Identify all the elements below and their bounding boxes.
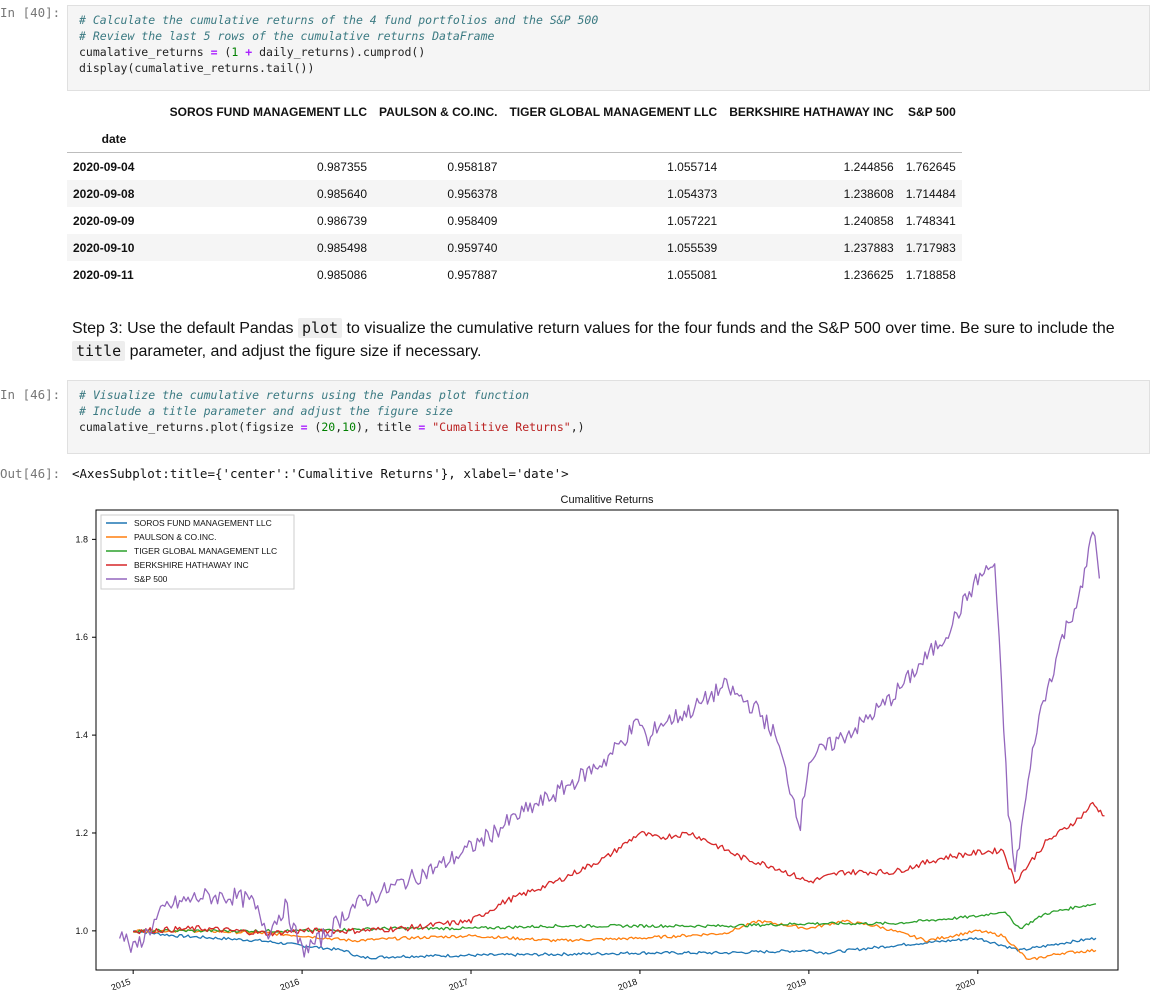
x-tick-label: 2018 <box>616 976 638 990</box>
table-cell: 1.236625 <box>843 267 894 282</box>
row-index-date: 2020-09-08 <box>73 186 135 201</box>
table-row: 2020-09-08 0.985640 0.956378 1.054373 1.2386… <box>67 180 962 207</box>
legend-box <box>100 514 295 590</box>
y-tick-label: 1.0 <box>75 926 88 936</box>
code-cell-40[interactable]: # Calculate the cumulative returns of th… <box>67 5 1150 91</box>
row-index-date: 2020-09-09 <box>73 213 135 228</box>
table-cell: 1.057221 <box>667 213 718 228</box>
table-cell: 0.985498 <box>316 240 367 255</box>
table-cell: 1.717983 <box>905 240 956 255</box>
output-prompt-46: Out[46]: <box>0 466 61 481</box>
cumulative-returns-table: SOROS FUND MANAGEMENT LLC PAULSON & CO.I… <box>67 98 962 288</box>
legend-label: BERKSHIRE HATHAWAY INC <box>134 560 249 570</box>
legend-label: SOROS FUND MANAGEMENT LLC <box>134 518 272 528</box>
table-cell: 0.958409 <box>447 213 498 228</box>
y-tick-label: 1.6 <box>75 632 88 642</box>
table-cell: 1.714484 <box>905 186 956 201</box>
x-tick-label: 2015 <box>110 976 132 990</box>
table-cell: 1.240858 <box>843 213 894 228</box>
table-cell: 1.244856 <box>843 159 894 174</box>
table-cell: 0.987355 <box>316 159 367 174</box>
table-row: 2020-09-10 0.985498 0.959740 1.055539 1.2378… <box>67 234 962 261</box>
legend-label: TIGER GLOBAL MANAGEMENT LLC <box>134 546 277 556</box>
x-tick-label: 2019 <box>785 976 807 990</box>
code-line: # Include a title parameter and adjust t… <box>79 404 453 418</box>
index-name-row: date <box>67 125 962 153</box>
table-row: 2020-09-11 0.985086 0.957887 1.055081 1.2366… <box>67 261 962 288</box>
table-cell: 0.959740 <box>447 240 498 255</box>
y-tick-label: 1.4 <box>75 730 88 740</box>
column-header: SOROS FUND MANAGEMENT LLC <box>169 104 367 119</box>
table-header-row: SOROS FUND MANAGEMENT LLC PAULSON & CO.I… <box>67 98 962 125</box>
series-line <box>133 930 1097 960</box>
table-cell: 0.985086 <box>316 267 367 282</box>
column-header: BERKSHIRE HATHAWAY INC <box>729 104 894 119</box>
table-cell: 1.718858 <box>905 267 956 282</box>
table-cell: 0.985640 <box>316 186 367 201</box>
table-cell: 0.957887 <box>447 267 498 282</box>
y-tick-label: 1.8 <box>75 534 88 544</box>
series-line <box>132 801 1105 937</box>
code-line: # Visualize the cumulative returns using… <box>79 388 530 402</box>
inline-code-title: title <box>72 341 126 361</box>
cumulative-returns-chart: Cumalitive Returns 1.0 1.2 1.4 1.6 1.8 2015 201… <box>75 494 1119 990</box>
x-tick-label: 2017 <box>447 976 469 990</box>
row-index-date: 2020-09-04 <box>73 159 135 174</box>
output-repr: <AxesSubplot:title={'center':'Cumalitive… <box>72 466 569 481</box>
code-line: # Review the last 5 rows of the cumulati… <box>79 29 495 43</box>
series-line <box>133 919 1097 961</box>
y-tick-label: 1.2 <box>75 828 88 838</box>
row-index-date: 2020-09-10 <box>73 240 135 255</box>
row-index-date: 2020-09-11 <box>73 267 134 282</box>
legend-label: PAULSON & CO.INC. <box>134 532 217 542</box>
code-line: cumalative_returns.plot(figsize = (20,10… <box>79 420 585 434</box>
table-cell: 1.237883 <box>843 240 894 255</box>
legend-label: S&P 500 <box>134 574 168 584</box>
table-cell: 0.956378 <box>447 186 498 201</box>
inline-code-plot: plot <box>297 318 343 338</box>
table-cell: 1.055714 <box>667 159 718 174</box>
input-prompt-46: In [46]: <box>0 387 61 402</box>
column-header: TIGER GLOBAL MANAGEMENT LLC <box>509 104 718 119</box>
input-prompt-40: In [40]: <box>0 5 61 20</box>
code-line: # Calculate the cumulative returns of th… <box>79 13 599 27</box>
index-name: date <box>67 125 161 153</box>
code-line: display(cumalative_returns.tail()) <box>79 61 315 75</box>
x-tick-label: 2020 <box>954 976 976 990</box>
chart-title: Cumalitive Returns <box>561 494 654 506</box>
plot-frame <box>95 509 1119 971</box>
column-header: S&P 500 <box>907 104 956 119</box>
table-cell: 0.958187 <box>447 159 498 174</box>
x-tick-label: 2016 <box>279 976 301 990</box>
code-cell-46[interactable]: # Visualize the cumulative returns using… <box>67 380 1150 454</box>
table-cell: 1.055539 <box>667 240 718 255</box>
table-row: 2020-09-04 0.987355 0.958187 1.055714 1.2448… <box>67 153 962 181</box>
column-header: PAULSON & CO.INC. <box>379 104 498 119</box>
step3-instructions: Step 3: Use the default Pandas plot to v… <box>72 318 1115 361</box>
table-cell: 1.748341 <box>905 213 956 228</box>
code-line: cumalative_returns = (1 + daily_returns)… <box>79 45 426 59</box>
series-line <box>133 903 1097 933</box>
table-cell: 0.986739 <box>316 213 367 228</box>
table-cell: 1.238608 <box>843 186 894 201</box>
table-row: 2020-09-09 0.986739 0.958409 1.057221 1.2408… <box>67 207 962 234</box>
table-cell: 1.762645 <box>905 159 956 174</box>
table-cell: 1.055081 <box>667 267 718 282</box>
series-line <box>118 531 1101 958</box>
table-cell: 1.054373 <box>667 186 718 201</box>
